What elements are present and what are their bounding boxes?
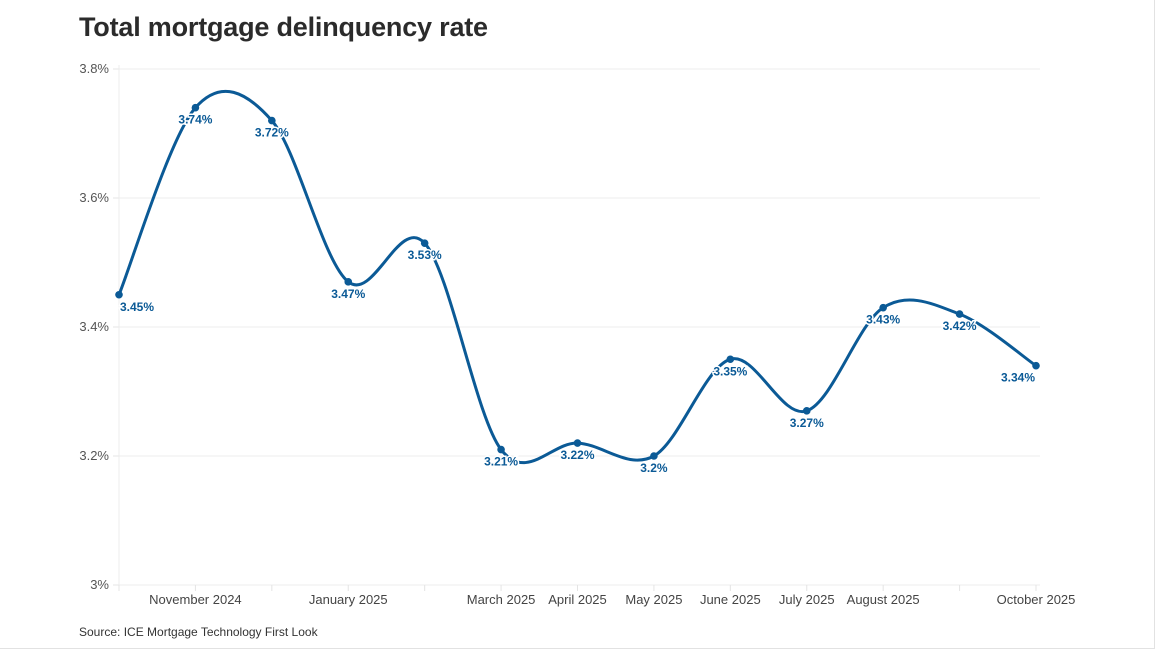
x-tick-label: October 2025 bbox=[997, 592, 1076, 607]
data-label: 3.35% bbox=[713, 364, 747, 378]
data-point bbox=[573, 439, 582, 447]
x-tick-label: May 2025 bbox=[625, 592, 682, 607]
data-point bbox=[879, 303, 887, 312]
y-axis: 3% 3.2% 3.4% 3.6% 3.8% bbox=[79, 61, 120, 592]
data-point bbox=[115, 290, 123, 299]
y-tick-label: 3% bbox=[90, 577, 109, 592]
x-tick-label: August 2025 bbox=[847, 592, 920, 607]
y-tick-label: 3.8% bbox=[79, 61, 109, 76]
gridlines bbox=[119, 68, 1040, 586]
data-point bbox=[420, 239, 429, 247]
x-tick-label: November 2024 bbox=[149, 592, 242, 607]
y-tick-label: 3.4% bbox=[79, 319, 109, 334]
x-tick-label: July 2025 bbox=[779, 592, 835, 607]
data-label: 3.21% bbox=[484, 455, 518, 469]
data-label: 3.74% bbox=[178, 113, 212, 127]
data-point bbox=[497, 445, 505, 454]
data-point bbox=[955, 310, 964, 318]
data-point bbox=[191, 103, 200, 112]
y-tick-label: 3.6% bbox=[79, 190, 109, 205]
data-point bbox=[802, 407, 811, 415]
data-label: 3.22% bbox=[560, 448, 594, 462]
data-label: 3.47% bbox=[331, 287, 365, 301]
data-label: 3.53% bbox=[408, 248, 442, 262]
x-tick-label: January 2025 bbox=[309, 592, 388, 607]
data-point bbox=[650, 452, 658, 460]
x-tick-label: April 2025 bbox=[548, 592, 607, 607]
x-tick-label: March 2025 bbox=[467, 592, 536, 607]
data-label: 3.2% bbox=[640, 461, 668, 475]
chart-source: Source: ICE Mortgage Technology First Lo… bbox=[79, 625, 318, 639]
data-point bbox=[726, 355, 735, 364]
x-axis: November 2024 January 2025 March 2025 April… bbox=[118, 585, 1076, 607]
data-label: 3.72% bbox=[255, 126, 289, 140]
x-tick-label: June 2025 bbox=[700, 592, 761, 607]
data-label: 3.45% bbox=[120, 300, 154, 314]
data-point bbox=[1032, 361, 1040, 370]
y-tick-label: 3.2% bbox=[79, 448, 109, 463]
series-line bbox=[117, 89, 1038, 465]
data-label: 3.27% bbox=[790, 416, 824, 430]
data-point bbox=[344, 278, 353, 286]
chart-title: Total mortgage delinquency rate bbox=[79, 12, 488, 42]
data-label: 3.43% bbox=[866, 313, 900, 327]
data-labels: 3.45% 3.74% 3.72% 3.47% 3.53% 3.21% 3.22% 3.2% 3… bbox=[118, 111, 1036, 476]
data-point bbox=[268, 116, 276, 125]
series-lines bbox=[117, 89, 1038, 465]
data-points bbox=[115, 103, 1040, 460]
data-label: 3.34% bbox=[1001, 371, 1035, 385]
data-label: 3.42% bbox=[943, 319, 977, 333]
